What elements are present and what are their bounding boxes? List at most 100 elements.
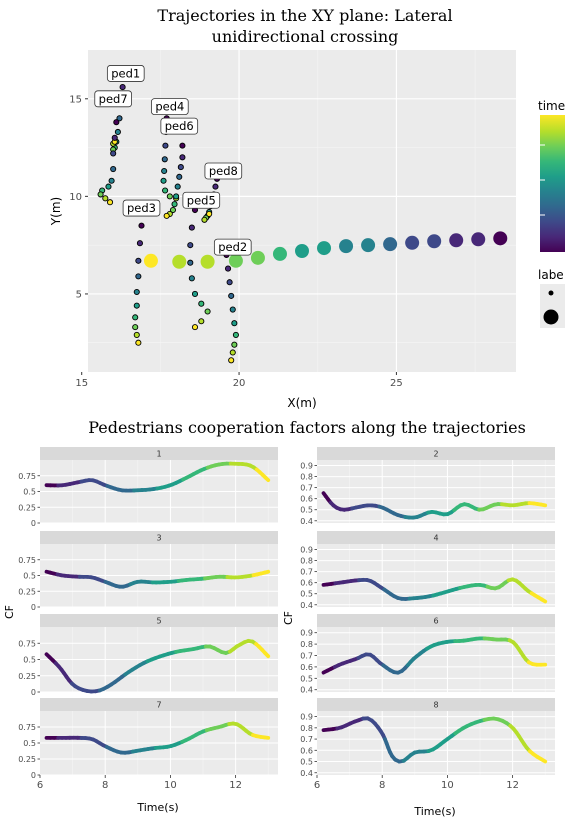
cf-panel-6: 6 0.4 0.5 0.6 0.7 0.8 0.9 [300,614,555,695]
trajectory-point [138,222,145,229]
trajectory-point [162,142,169,149]
trajectory-point [204,308,211,315]
pedestrian-label-box [204,162,243,180]
panel-strip [317,531,555,544]
y-tick-label: 0.5 [300,758,313,767]
x-tick-label: 10 [441,780,454,791]
trajectory-point [212,183,219,190]
y-tick-label: 0.8 [300,473,313,482]
trajectory-point [272,246,287,261]
cf-line-segment [263,475,271,483]
y-tick-label: 0.5 [23,656,36,665]
cf-line-segment [539,597,548,604]
panel-strip [317,614,555,627]
pedestrian-label-box [151,98,189,115]
trajectory-point [177,164,184,171]
trajectory-chart: Trajectories in the XY plane: Lateral un… [49,6,565,410]
panel-strip-label: 7 [156,701,161,710]
trajectory-point [135,339,142,346]
x-tick-label: 6 [314,780,320,791]
x-tick-label: 10 [164,780,177,791]
cf-line-segment [262,569,271,575]
trajectory-point [206,210,213,217]
y-tick-label: 15 [69,94,82,105]
y-tick-label: 0.8 [300,557,313,566]
y-tick-label: 0.5 [300,506,313,515]
pedestrian-label: ped7 [99,92,128,106]
pedestrian-label: ped4 [155,100,184,114]
panel-strip [317,698,555,711]
cf-panel-4: 4 0.4 0.5 0.6 0.7 0.8 0.9 [300,531,555,610]
trajectory-point [135,273,142,280]
trajectory-point [228,253,243,268]
pedestrian-label-box [94,90,132,108]
trajectory-point [405,235,420,250]
panel-strip [40,698,278,711]
y-tick-label: 0.4 [300,517,313,526]
panel-strip-label: 6 [433,617,438,626]
y-tick-label: 0.7 [300,652,313,661]
trajectory-x-axis-label: X(m) [287,396,316,410]
y-tick-label: 0.5 [23,739,36,748]
y-tick-label: 0.6 [300,495,313,504]
y-tick-label: 0 [31,771,36,780]
trajectory-point [173,193,180,200]
pedestrian-label: ped1 [111,66,140,80]
y-tick-label: 0.9 [300,462,313,471]
trajectory-point [105,183,112,190]
trajectory-point [161,156,168,163]
trajectory-point [232,331,239,338]
trajectory-y-axis-label: Y(m) [49,197,63,226]
panel-strip-label: 5 [156,617,161,626]
trajectory-point [102,195,109,202]
y-tick-label: 0.7 [300,484,313,493]
trajectory-point [111,134,118,141]
trajectory-point [132,324,139,331]
cooperation-y-axis-label-left: CF [3,605,16,619]
x-tick-label: 6 [37,780,43,791]
trajectory-point [449,233,464,248]
trajectory-point [191,324,199,331]
trajectory-point [224,265,232,272]
cf-panel-5: 5 0 0.25 0.5 0.75 [18,614,278,697]
trajectory-point [160,177,167,184]
panel-strip [40,614,278,627]
y-tick-label: 0.25 [18,503,36,512]
trajectory-point [110,150,117,157]
legend-color-title: time [538,99,565,113]
y-tick-label: 0.25 [18,587,36,596]
trajectory-point [179,154,186,161]
trajectory-title-line-1: Trajectories in the XY plane: Lateral [157,6,452,25]
trajectory-grid [81,50,516,372]
y-tick-label: 0.6 [300,663,313,672]
pedestrian-label-box [106,65,145,82]
trajectory-point [231,341,238,348]
y-tick-label: 0.9 [300,629,313,638]
cooperation-y-axis-label-right: CF [282,611,295,625]
y-tick-label: 10 [69,192,82,203]
trajectory-point [493,231,508,246]
trajectory-point [188,224,195,231]
y-tick-label: 0.5 [300,674,313,683]
trajectory-point [136,240,143,247]
panel-strip [317,447,555,460]
x-tick-label: 15 [75,378,88,389]
trajectory-ticks: 15 20 25 5 10 15 [69,94,403,389]
x-tick-label: 8 [102,780,108,791]
y-tick-label: 0.4 [300,686,313,695]
trajectory-point [427,234,442,249]
y-tick-label: 0.8 [300,724,313,733]
y-tick-label: 0.7 [300,568,313,577]
trajectory-point [201,216,208,223]
y-tick-label: 0.6 [300,746,313,755]
trajectory-point [228,292,235,299]
trajectory-point [471,232,486,247]
trajectory-point [198,318,205,325]
y-tick-label: 0.5 [300,590,313,599]
cooperation-title: Pedestrians cooperation factors along th… [88,418,526,437]
y-tick-label: 0.25 [18,755,36,764]
y-tick-label: 0.4 [300,601,313,610]
trajectory-point [114,128,121,136]
trajectory-point [188,275,195,282]
